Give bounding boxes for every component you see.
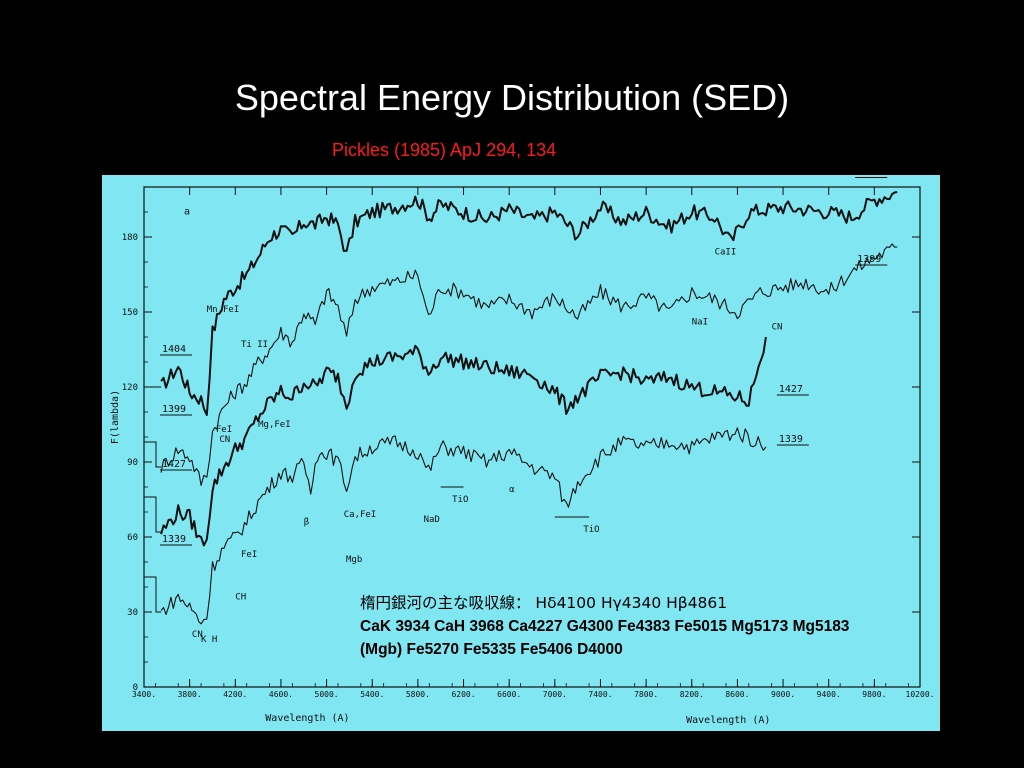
annotation-tiii: Ti II <box>241 340 268 350</box>
series-step-1339 <box>144 576 162 613</box>
left-series-label-1404: 1404 <box>162 344 186 355</box>
x-tick-label: 5800. <box>406 690 430 699</box>
series-line-1399 <box>160 243 898 486</box>
spectrum-chart: 3400. 3800. 4200. 4600. 5000. 5400. 5800. 6200.… <box>110 175 934 726</box>
x-tick-label: 8600. <box>725 690 749 699</box>
absorption-lines-caption: 楕円銀河の主な吸収線： Hδ4100 Hγ4340 Hβ4861 CaK 393… <box>360 592 938 661</box>
right-series-label-1404: 1404 <box>857 175 881 178</box>
annotation-: β <box>304 518 309 528</box>
annotation-mnfei: Mn,FeI <box>207 305 240 315</box>
y-tick-label: 150 <box>122 308 138 318</box>
y-tick-label: 60 <box>127 533 138 543</box>
annotation-nad: NaD <box>424 515 440 525</box>
annotation-fei: FeI <box>241 550 257 560</box>
x-axis-label: Wavelength (A) <box>265 713 349 724</box>
annotation-caii: CaII <box>715 248 737 258</box>
annotation-mgfei: Mg,FeI <box>258 420 291 430</box>
annotation-nai: NaI <box>692 318 708 328</box>
x-tick-label: 3400. <box>132 690 156 699</box>
panel-label: a <box>184 207 190 218</box>
series-line-1339 <box>160 427 767 625</box>
annotation-: α <box>509 485 515 495</box>
right-series-label-1399: 1399 <box>857 254 881 265</box>
x-tick-label: 9000. <box>771 690 795 699</box>
x-tick-label: 4600. <box>269 690 293 699</box>
right-series-label-1339: 1339 <box>779 434 803 445</box>
x-tick-label: 9800. <box>862 690 886 699</box>
y-tick-label: 120 <box>122 383 138 393</box>
x-tick-label: 7800. <box>634 690 658 699</box>
x-tick-label: 3800. <box>178 690 202 699</box>
series-line-1427 <box>160 336 767 547</box>
x-tick-label: 4200. <box>223 690 247 699</box>
y-tick-label: 0 <box>133 683 138 693</box>
left-series-label-1427: 1427 <box>162 459 186 470</box>
annotation-tio: TiO <box>452 495 468 505</box>
y-tick-label: 30 <box>127 608 138 618</box>
slide-subtitle: Pickles (1985) ApJ 294, 134 <box>332 140 557 160</box>
annotation-mgb: Mgb <box>346 555 362 565</box>
x-tick-label: 6600. <box>497 690 521 699</box>
annotation-fei: FeI <box>216 425 232 435</box>
caption-line-1: 楕円銀河の主な吸収線： Hδ4100 Hγ4340 Hβ4861 <box>360 594 728 612</box>
left-series-label-1399: 1399 <box>162 404 186 415</box>
chart-series <box>144 191 898 625</box>
annotation-cn: CN <box>192 630 203 640</box>
right-series-label-1427: 1427 <box>779 384 803 395</box>
x-axis-label-right: Wavelength (A) <box>686 715 770 726</box>
caption-line-2: CaK 3934 CaH 3968 Ca4227 G4300 Fe4383 Fe… <box>360 618 850 635</box>
annotation-kh: K H <box>201 635 217 645</box>
x-tick-label: 5400. <box>360 690 384 699</box>
slide-title: Spectral Energy Distribution (SED) <box>234 77 790 118</box>
annotation-cn: CN <box>219 435 230 445</box>
y-axis-label: F(lambda) <box>110 390 121 444</box>
x-tick-label: 9400. <box>817 690 841 699</box>
y-tick-label: 180 <box>122 233 138 243</box>
x-tick-label: 5000. <box>315 690 339 699</box>
x-tick-label: 8200. <box>680 690 704 699</box>
spectrum-figure: 3400. 3800. 4200. 4600. 5000. 5400. 5800. 6200.… <box>102 175 940 731</box>
series-step-1427 <box>144 496 162 533</box>
series-step-1399 <box>144 441 162 468</box>
chart-axes <box>143 186 921 688</box>
left-series-label-1339: 1339 <box>162 534 186 545</box>
annotation-cafei: Ca,FeI <box>344 510 377 520</box>
series-line-1404 <box>160 191 898 416</box>
annotation-ch: CH <box>235 593 246 603</box>
x-tick-label: 7400. <box>588 690 612 699</box>
chart-labels: 3400. 3800. 4200. 4600. 5000. 5400. 5800. 6200.… <box>110 175 934 726</box>
x-tick-label: 6200. <box>451 690 475 699</box>
annotation-cn: CN <box>772 323 783 333</box>
x-tick-label: 7000. <box>543 690 567 699</box>
y-tick-label: 90 <box>127 458 138 468</box>
caption-line-3: (Mgb) Fe5270 Fe5335 Fe5406 D4000 <box>360 641 623 658</box>
annotation-tio: TiO <box>583 525 599 535</box>
x-tick-label: 10200. <box>906 690 935 699</box>
